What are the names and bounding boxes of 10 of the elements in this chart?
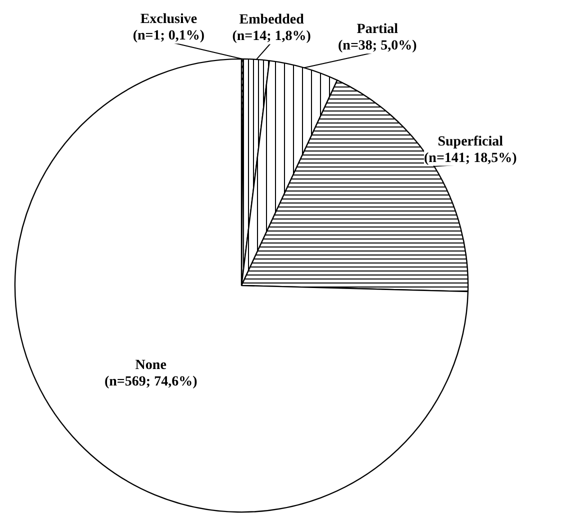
slice-label: None xyxy=(135,358,166,373)
slice-label: Exclusive xyxy=(140,12,198,28)
data-label: (n=14; 1,8%) xyxy=(232,29,312,44)
data-label: (n=569; 74,6%) xyxy=(104,374,198,390)
data-label: (n=38; 5,0%) xyxy=(338,38,418,54)
slice-label: Superficial xyxy=(438,134,504,150)
data-label: (n=1; 0,1%) xyxy=(132,28,205,44)
slice-label: Embedded xyxy=(239,12,304,28)
data-label: (n=141; 18,5%) xyxy=(424,150,518,166)
slice-label: Partial xyxy=(356,22,398,38)
